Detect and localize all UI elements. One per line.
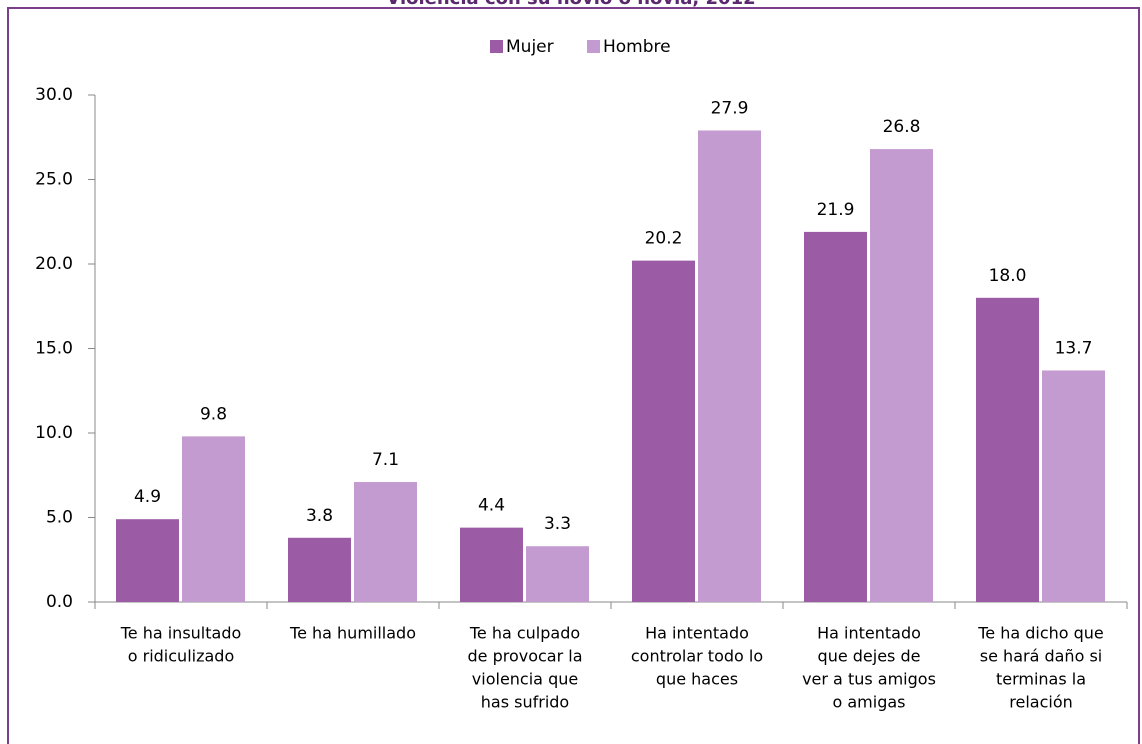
bar <box>526 546 589 602</box>
data-label: 18.0 <box>989 266 1027 286</box>
x-tick-label: Te ha humillado <box>289 624 416 643</box>
x-tick-label: de provocar la <box>467 647 582 666</box>
data-label: 20.2 <box>645 229 683 249</box>
x-tick-label: o amigas <box>832 693 905 712</box>
data-label: 7.1 <box>372 450 399 470</box>
x-tick-label: controlar todo lo <box>631 647 763 666</box>
bar <box>354 482 417 602</box>
x-tick-label: Te ha dicho que <box>977 624 1104 643</box>
x-tick-label: Ha intentado <box>817 624 921 643</box>
legend-label: Mujer <box>506 37 554 57</box>
x-tick-label: relación <box>1009 693 1073 712</box>
data-label: 3.3 <box>544 514 571 534</box>
x-tick-label: has sufrido <box>481 693 569 712</box>
y-tick-label: 10.0 <box>35 423 73 443</box>
y-tick-label: 0.0 <box>46 592 73 612</box>
legend-swatch <box>490 40 503 53</box>
data-label: 9.8 <box>200 404 227 424</box>
x-tick-label: ver a tus amigos <box>802 670 936 689</box>
x-tick-label: terminas la <box>996 670 1086 689</box>
bar <box>182 436 245 602</box>
bar <box>976 297 1039 602</box>
y-tick-label: 30.0 <box>35 85 73 105</box>
bar <box>460 527 523 602</box>
bar <box>804 231 867 602</box>
data-label: 4.9 <box>134 487 161 507</box>
x-tick-label: que haces <box>656 670 738 689</box>
bar <box>1042 370 1105 602</box>
x-tick-label: Te ha culpado <box>469 624 580 643</box>
y-tick-label: 5.0 <box>46 508 73 528</box>
x-tick-label: Te ha insultado <box>120 624 242 643</box>
x-tick-label: violencia que <box>472 670 578 689</box>
bar <box>116 519 179 602</box>
data-label: 3.8 <box>306 506 333 526</box>
legend-swatch <box>587 40 600 53</box>
bar <box>698 130 761 603</box>
data-label: 21.9 <box>817 200 855 220</box>
data-label: 13.7 <box>1055 338 1093 358</box>
data-label: 26.8 <box>883 117 921 137</box>
bar <box>632 260 695 602</box>
legend-label: Hombre <box>603 37 671 57</box>
x-tick-label: o ridiculizado <box>128 647 234 666</box>
x-tick-label: que dejes de <box>818 647 921 666</box>
chart-title: Violencia con su novio o novia, 2012 <box>386 0 755 9</box>
data-label: 4.4 <box>478 496 505 516</box>
bar <box>288 537 351 602</box>
x-tick-label: Ha intentado <box>645 624 749 643</box>
y-tick-label: 15.0 <box>35 339 73 359</box>
frame <box>7 7 1140 744</box>
x-tick-label: se hará daño si <box>980 647 1102 666</box>
y-tick-label: 25.0 <box>35 170 73 190</box>
bar <box>870 149 933 602</box>
data-label: 27.9 <box>711 98 749 118</box>
y-tick-label: 20.0 <box>35 254 73 274</box>
